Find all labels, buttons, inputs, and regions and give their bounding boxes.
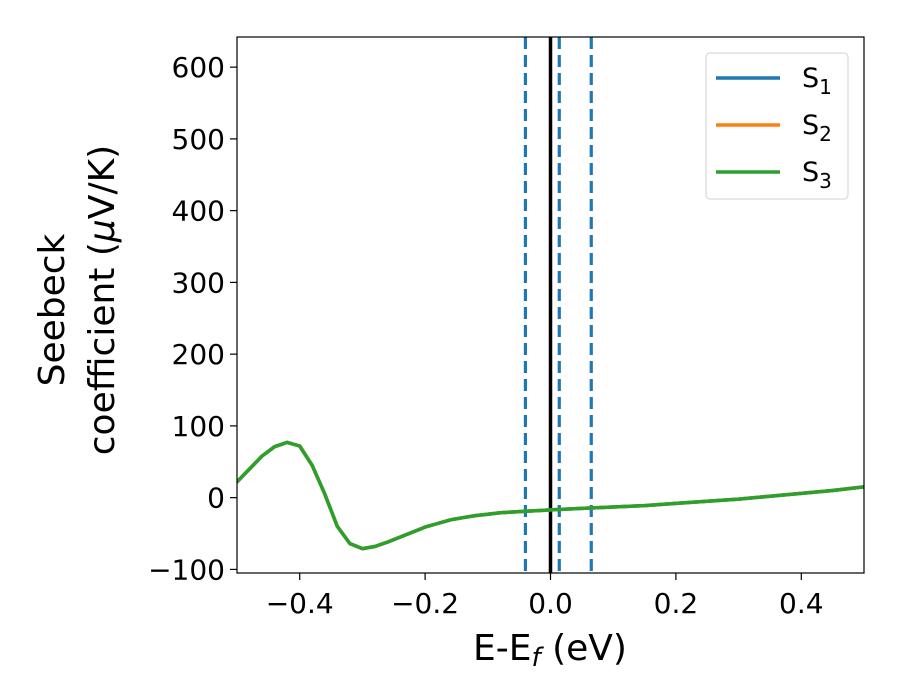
x-axis: −0.4 −0.2 0.0 0.2 0.4 [266,573,824,620]
y-tick-label: 400 [172,195,225,228]
y-tick-label: 0 [207,482,225,515]
vertical-lines [523,37,593,573]
legend: S1 S2 S3 [705,52,849,200]
x-tick-label: 0.0 [528,587,573,620]
y-tick-label: −100 [148,553,225,586]
y-tick-label: 200 [172,338,225,371]
y-axis-label-line2: coefficient (μV/K) [82,145,123,455]
x-tick-label: −0.4 [266,587,334,620]
y-axis-label-line1: Seebeck [32,233,73,386]
series-group [237,440,864,551]
x-tick-label: −0.2 [391,587,459,620]
y-tick-label: 600 [172,51,225,84]
y-tick-label: 300 [172,266,225,299]
y-tick-label: 500 [172,123,225,156]
x-tick-label: 0.2 [654,587,699,620]
x-axis-label: E-Ef (eV) [473,628,627,673]
legend-label-s3: S3 [802,157,832,193]
x-tick-label: 0.4 [779,587,824,620]
series-line-s3 [237,440,864,551]
legend-label-s1: S1 [802,63,832,99]
y-tick-label: 100 [172,410,225,443]
y-axis: −100 0 100 200 300 400 500 600 [148,51,237,586]
legend-label-s2: S2 [802,110,832,146]
